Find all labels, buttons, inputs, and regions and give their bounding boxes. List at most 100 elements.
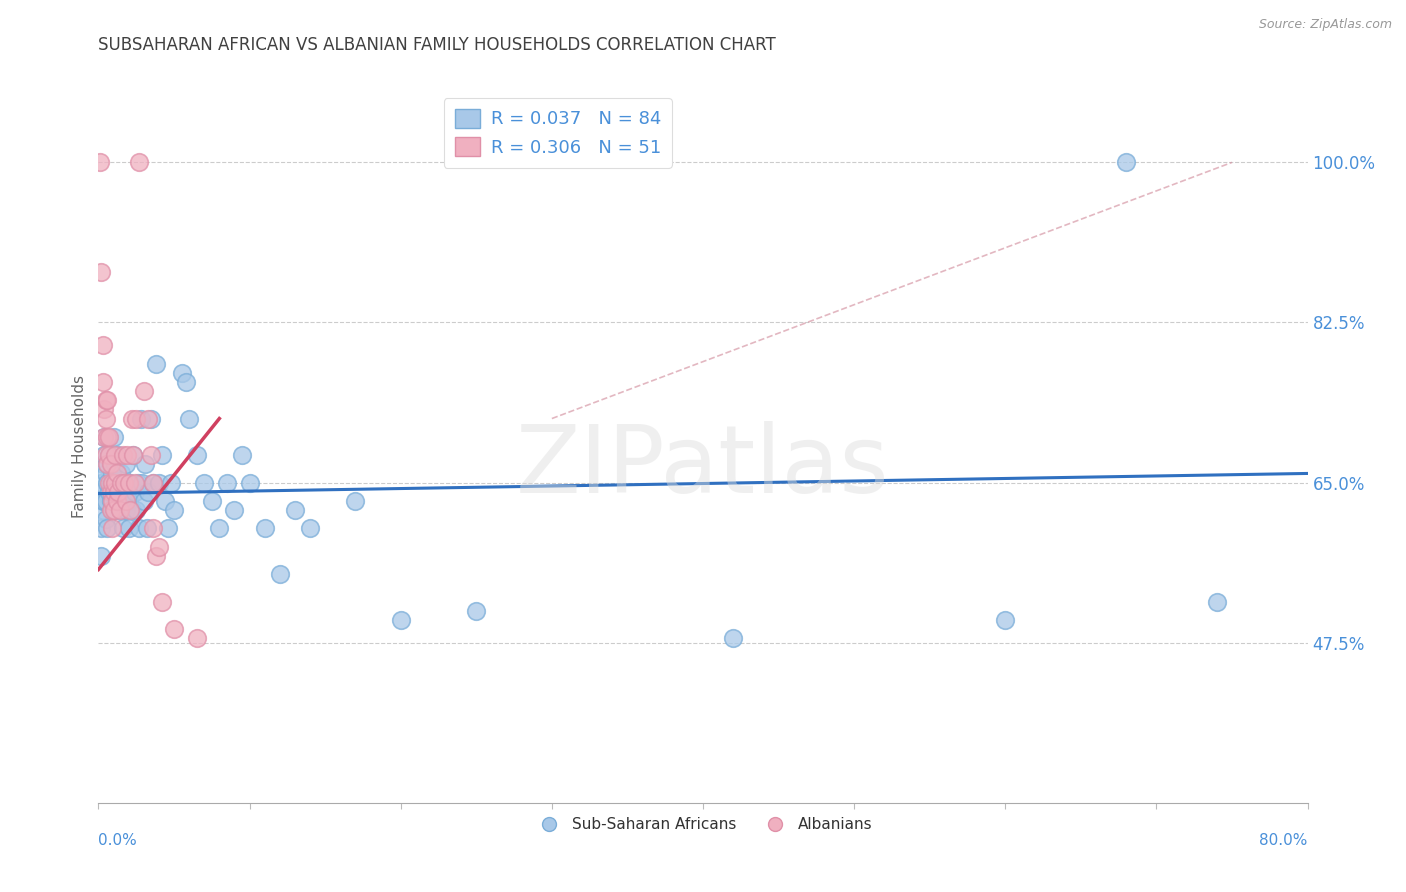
- Point: [163, 503, 186, 517]
- Point: [201, 494, 224, 508]
- Point: [94, 467, 117, 481]
- Point: [136, 484, 159, 499]
- Point: [103, 503, 125, 517]
- Point: [344, 494, 367, 508]
- Point: [100, 484, 122, 499]
- Point: [101, 503, 124, 517]
- Point: [128, 155, 150, 169]
- Point: [91, 503, 114, 517]
- Point: [253, 521, 276, 535]
- Point: [163, 622, 186, 636]
- Text: Source: ZipAtlas.com: Source: ZipAtlas.com: [1258, 18, 1392, 31]
- Point: [89, 155, 111, 169]
- Point: [179, 411, 201, 425]
- Point: [103, 430, 125, 444]
- Point: [110, 484, 132, 499]
- Point: [112, 475, 135, 490]
- Point: [91, 338, 114, 352]
- Point: [239, 475, 262, 490]
- Point: [103, 484, 125, 499]
- Point: [111, 521, 134, 535]
- Point: [108, 503, 131, 517]
- Point: [141, 411, 163, 425]
- Point: [142, 521, 165, 535]
- Point: [96, 393, 118, 408]
- Point: [148, 475, 170, 490]
- Point: [90, 265, 112, 279]
- Point: [90, 549, 112, 563]
- Point: [231, 448, 253, 462]
- Point: [122, 448, 145, 462]
- Point: [96, 458, 118, 472]
- Point: [101, 467, 124, 481]
- Point: [115, 448, 138, 462]
- Point: [100, 503, 122, 517]
- Point: [104, 458, 127, 472]
- Point: [141, 448, 163, 462]
- Point: [100, 458, 122, 472]
- Text: 80.0%: 80.0%: [1260, 833, 1308, 848]
- Point: [193, 475, 215, 490]
- Point: [120, 503, 142, 517]
- Point: [115, 484, 138, 499]
- Point: [107, 494, 129, 508]
- Point: [122, 448, 145, 462]
- Point: [108, 503, 131, 517]
- Point: [104, 475, 127, 490]
- Point: [107, 484, 129, 499]
- Point: [186, 631, 208, 645]
- Point: [127, 475, 149, 490]
- Point: [94, 448, 117, 462]
- Point: [91, 458, 114, 472]
- Point: [1115, 155, 1137, 169]
- Point: [94, 512, 117, 526]
- Point: [170, 366, 193, 380]
- Point: [93, 448, 115, 462]
- Point: [101, 521, 124, 535]
- Point: [150, 594, 173, 608]
- Point: [94, 411, 117, 425]
- Point: [114, 503, 136, 517]
- Text: 0.0%: 0.0%: [98, 833, 138, 848]
- Point: [118, 475, 141, 490]
- Point: [142, 475, 165, 490]
- Point: [111, 448, 134, 462]
- Point: [100, 494, 122, 508]
- Point: [121, 411, 143, 425]
- Point: [723, 631, 745, 645]
- Point: [132, 384, 155, 398]
- Point: [128, 521, 150, 535]
- Point: [131, 475, 153, 490]
- Point: [93, 494, 115, 508]
- Point: [148, 540, 170, 554]
- Point: [142, 475, 165, 490]
- Point: [134, 458, 156, 472]
- Point: [98, 430, 121, 444]
- Point: [98, 448, 121, 462]
- Point: [125, 411, 148, 425]
- Point: [112, 475, 135, 490]
- Point: [156, 521, 179, 535]
- Point: [90, 521, 112, 535]
- Point: [89, 484, 111, 499]
- Point: [129, 411, 152, 425]
- Point: [299, 521, 322, 535]
- Point: [145, 357, 167, 371]
- Point: [93, 430, 115, 444]
- Point: [284, 503, 307, 517]
- Point: [98, 448, 121, 462]
- Point: [145, 549, 167, 563]
- Point: [118, 521, 141, 535]
- Point: [96, 458, 118, 472]
- Point: [93, 402, 115, 417]
- Point: [103, 484, 125, 499]
- Point: [110, 475, 132, 490]
- Point: [114, 494, 136, 508]
- Point: [215, 475, 238, 490]
- Point: [110, 467, 132, 481]
- Point: [121, 503, 143, 517]
- Point: [91, 494, 114, 508]
- Point: [104, 503, 127, 517]
- Point: [150, 448, 173, 462]
- Point: [105, 467, 128, 481]
